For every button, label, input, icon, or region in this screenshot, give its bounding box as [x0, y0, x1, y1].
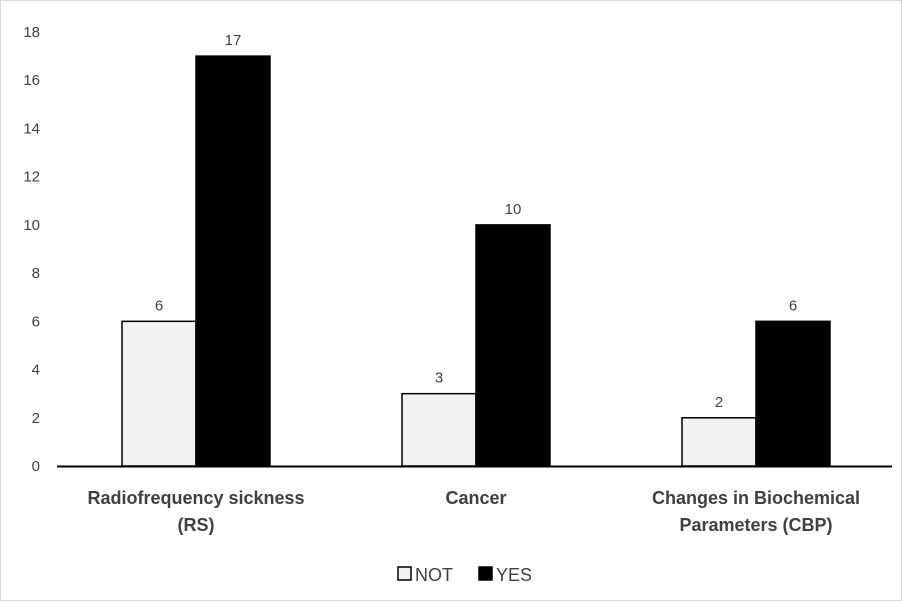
bar-yes: [195, 55, 271, 467]
y-tick-label: 0: [32, 458, 40, 475]
bar-not: [121, 320, 197, 467]
bar-yes: [475, 224, 551, 467]
y-tick-label: 6: [32, 313, 40, 330]
legend-label-not: NOT: [415, 565, 453, 585]
data-label: 10: [505, 201, 522, 218]
legend-label-yes: YES: [496, 565, 532, 585]
bar-not: [401, 392, 477, 467]
x-category-label: Parameters (CBP): [679, 515, 832, 535]
y-tick-label: 12: [23, 169, 40, 186]
y-tick-label: 16: [23, 72, 40, 89]
x-category-label: Radiofrequency sickness: [87, 488, 304, 508]
legend-swatch-not: [397, 566, 412, 581]
data-label: 3: [435, 370, 443, 387]
data-label: 6: [789, 297, 797, 314]
y-tick-label: 14: [23, 120, 40, 137]
y-tick-label: 10: [23, 217, 40, 234]
data-label: 6: [155, 297, 163, 314]
y-tick-label: 2: [32, 410, 40, 427]
x-category-label: Cancer: [445, 488, 506, 508]
x-category-label: Changes in Biochemical: [652, 488, 860, 508]
data-label: 17: [225, 32, 242, 49]
bar-yes: [755, 320, 831, 467]
data-label: 2: [715, 394, 723, 411]
bar-not: [681, 417, 757, 467]
y-tick-label: 8: [32, 265, 40, 282]
x-category-label: (RS): [178, 515, 215, 535]
legend-swatch-yes: [478, 566, 493, 581]
y-tick-label: 18: [23, 24, 40, 41]
y-tick-label: 4: [32, 362, 40, 379]
